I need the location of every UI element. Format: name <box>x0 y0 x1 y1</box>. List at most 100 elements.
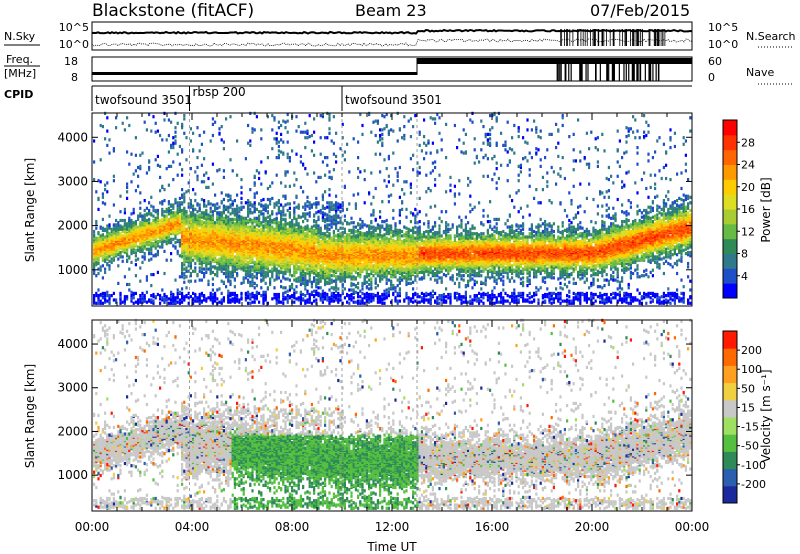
power-cell <box>264 290 267 294</box>
power-cell <box>150 241 153 245</box>
power-cell <box>207 225 210 229</box>
power-cell <box>200 299 203 303</box>
power-cell <box>104 297 107 301</box>
power-cell <box>308 201 311 205</box>
power-cell <box>95 226 98 230</box>
power-cell <box>328 227 331 231</box>
nsky-right-tick-top: 10^5 <box>708 21 738 34</box>
power-cell <box>170 146 173 150</box>
power-cell <box>326 213 329 217</box>
power-cell <box>233 255 236 259</box>
power-cell <box>159 189 162 193</box>
power-cell <box>205 254 208 258</box>
power-cell <box>339 210 342 214</box>
power-cell <box>170 164 173 168</box>
power-cell <box>236 222 239 226</box>
freq-high-band <box>417 58 692 64</box>
power-cell <box>192 131 195 135</box>
power-cell <box>165 210 168 214</box>
power-cell <box>134 169 137 173</box>
power-cell <box>286 256 289 260</box>
power-cell <box>143 298 146 302</box>
power-cell <box>172 244 175 248</box>
power-cell <box>161 288 164 292</box>
power-cell <box>117 264 120 268</box>
power-cell <box>194 234 197 238</box>
power-cell <box>236 297 239 301</box>
power-cell <box>198 261 201 266</box>
power-cell <box>203 259 206 263</box>
power-cell <box>134 234 137 238</box>
power-cell <box>137 301 140 305</box>
power-cell <box>148 208 151 213</box>
power-cell <box>222 147 225 151</box>
power-cell <box>121 218 124 223</box>
power-cell <box>139 249 142 253</box>
power-cell <box>330 268 333 272</box>
power-cell <box>211 213 214 217</box>
freq-left-label-2: [MHz] <box>4 67 36 80</box>
power-cell <box>178 244 181 248</box>
power-cell <box>220 211 223 215</box>
power-cell <box>200 213 203 217</box>
power-cell <box>244 218 247 223</box>
power-cell <box>339 242 342 246</box>
power-cell <box>299 282 302 287</box>
power-cell <box>198 206 201 210</box>
power-cell <box>159 175 162 179</box>
power-cell <box>330 297 333 301</box>
power-cell <box>282 213 285 217</box>
power-cell <box>233 243 236 247</box>
power-cell <box>183 197 186 202</box>
power-cell <box>222 264 225 268</box>
power-cell <box>154 208 157 213</box>
power-cell <box>115 253 118 257</box>
power-cell <box>174 141 177 145</box>
power-cell <box>176 121 179 125</box>
power-cell <box>310 265 313 269</box>
power-cell <box>313 279 316 283</box>
power-cell <box>126 295 129 299</box>
power-cell <box>284 277 287 281</box>
power-cell <box>200 226 203 230</box>
power-cell <box>297 222 300 226</box>
power-cell <box>288 156 291 160</box>
power-cell <box>165 233 168 237</box>
power-cell <box>284 170 287 174</box>
power-cell <box>249 284 252 288</box>
power-cell <box>207 213 210 217</box>
power-cell <box>148 258 151 262</box>
power-cell <box>161 217 164 221</box>
power-cell <box>99 265 102 269</box>
power-cell <box>251 127 254 131</box>
power-cell <box>141 151 144 155</box>
power-cell <box>97 288 100 292</box>
power-cell <box>310 231 313 235</box>
power-cell <box>156 270 159 274</box>
power-cell <box>249 292 252 297</box>
power-cell <box>104 294 107 298</box>
power-cell <box>181 212 184 216</box>
power-cell <box>126 297 129 301</box>
power-cell <box>242 257 245 261</box>
power-cell <box>306 136 309 140</box>
power-cell <box>159 236 162 240</box>
power-cell <box>194 254 197 258</box>
power-cell <box>106 224 109 228</box>
power-cell <box>207 259 210 263</box>
power-cell <box>106 190 109 194</box>
power-cell <box>152 205 155 209</box>
power-cell <box>185 212 188 216</box>
power-cell <box>156 208 159 213</box>
power-cell <box>181 168 184 172</box>
power-cell <box>183 267 186 271</box>
power-cell <box>183 117 186 121</box>
power-cell <box>119 210 122 214</box>
power-cell <box>152 299 155 303</box>
power-cell <box>231 297 234 301</box>
power-cell <box>253 174 256 178</box>
power-cell <box>310 285 313 289</box>
power-cell <box>205 299 208 303</box>
power-cell <box>119 295 122 299</box>
power-cell <box>185 275 188 279</box>
